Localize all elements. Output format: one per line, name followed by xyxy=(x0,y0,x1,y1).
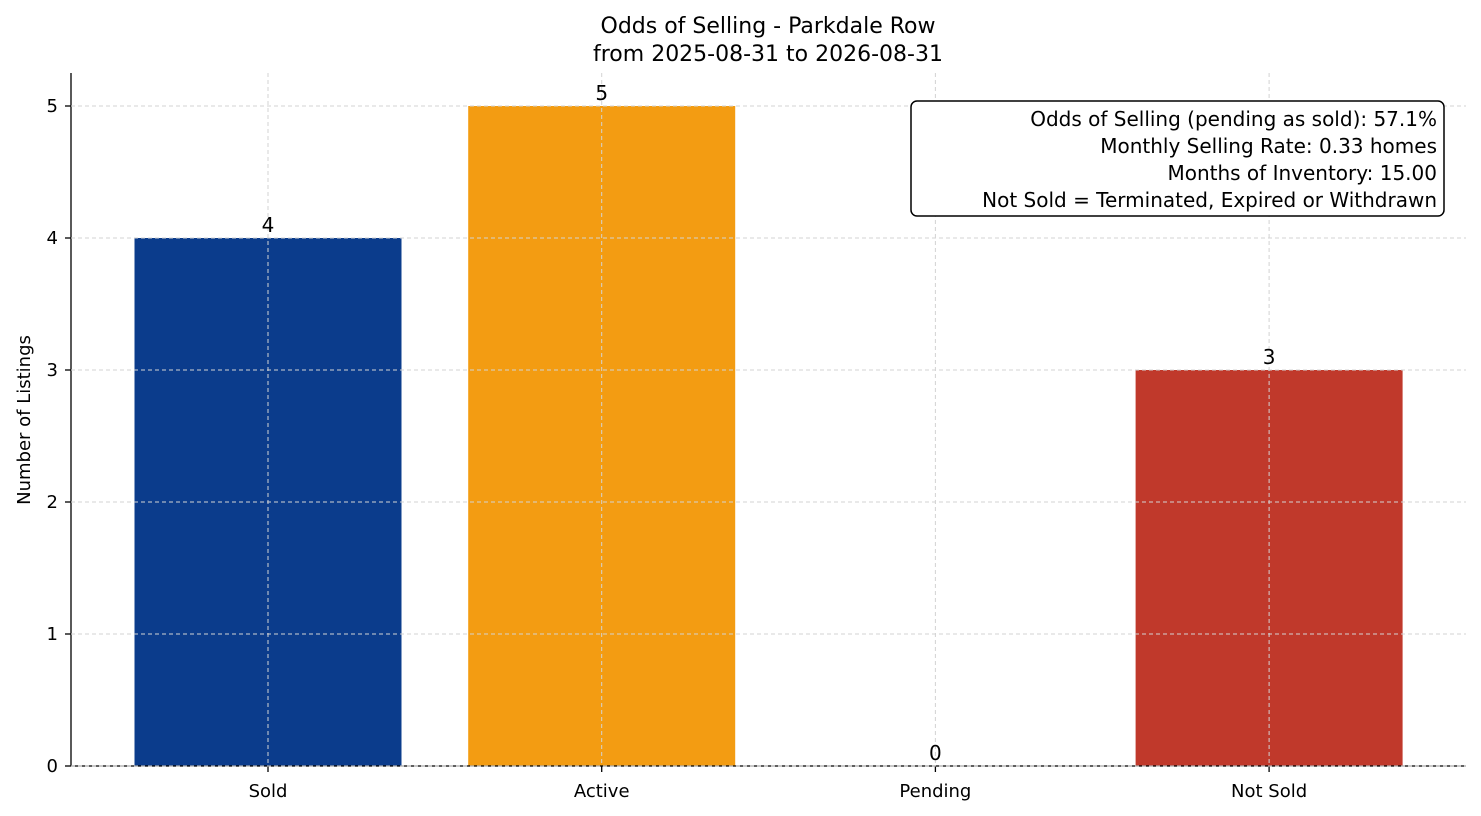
x-tick-label: Pending xyxy=(899,781,971,802)
y-tick-label: 4 xyxy=(47,228,58,249)
info-line: Months of Inventory: 15.00 xyxy=(1167,161,1437,185)
info-box-frame xyxy=(910,100,1445,217)
data-label: 5 xyxy=(595,81,608,105)
info-line: Odds of Selling (pending as sold): 57.1% xyxy=(1030,107,1437,131)
info-line: Not Sold = Terminated, Expired or Withdr… xyxy=(982,188,1437,212)
bar-active xyxy=(468,106,736,766)
x-tick-label: Active xyxy=(574,781,630,802)
data-label: 0 xyxy=(929,741,942,765)
chart-title: Odds of Selling - Parkdale Row xyxy=(601,14,936,39)
y-axis-label: Number of Listings xyxy=(14,335,35,505)
data-labels: 4 5 0 3 xyxy=(262,81,1276,765)
x-tick-label: Sold xyxy=(249,781,288,802)
info-line: Monthly Selling Rate: 0.33 homes xyxy=(1100,134,1437,158)
y-tick-label: 0 xyxy=(47,756,58,777)
data-label: 4 xyxy=(262,213,275,237)
chart-subtitle: from 2025-08-31 to 2026-08-31 xyxy=(593,42,943,67)
info-box: Odds of Selling (pending as sold): 57.1%… xyxy=(910,100,1445,217)
data-label: 3 xyxy=(1263,345,1276,369)
y-tick-label: 3 xyxy=(47,360,58,381)
x-tick-label: Not Sold xyxy=(1231,781,1307,802)
y-tick-label: 1 xyxy=(47,624,58,645)
y-tick-label: 2 xyxy=(47,492,58,513)
y-tick-label: 5 xyxy=(47,96,58,117)
